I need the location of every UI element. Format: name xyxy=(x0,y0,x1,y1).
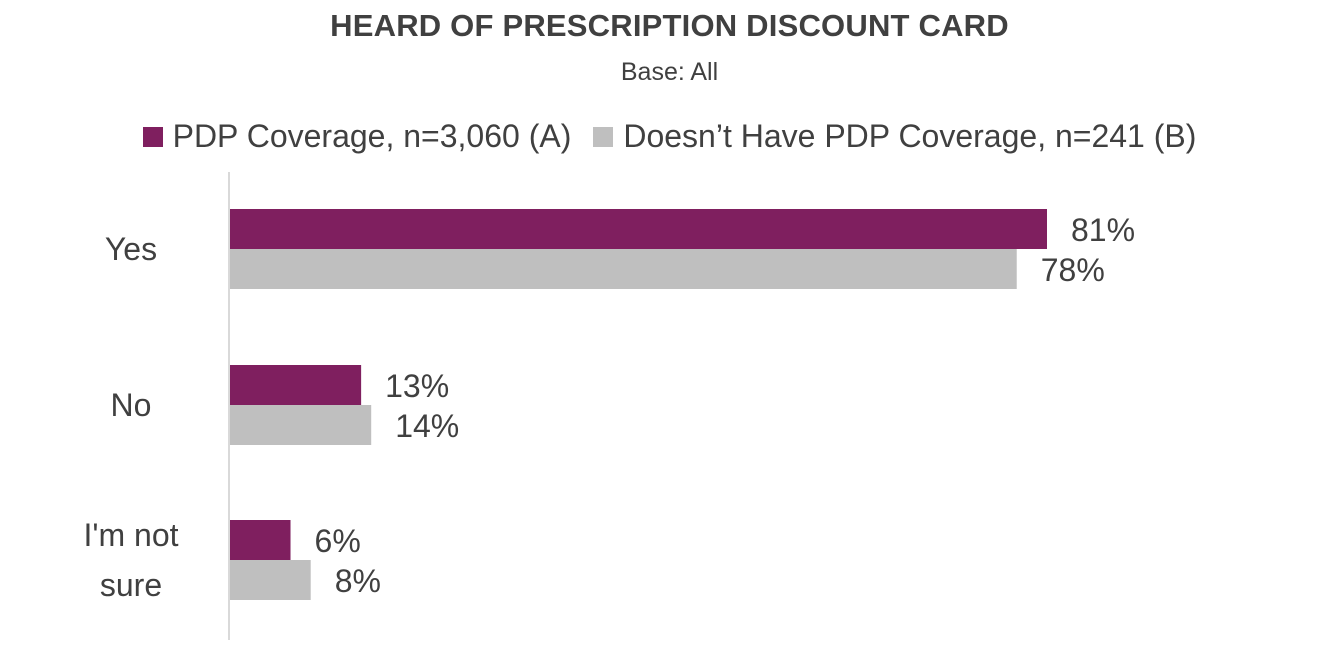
bar-series-a xyxy=(230,520,291,560)
bar-series-a xyxy=(230,209,1047,249)
category-label: No xyxy=(111,387,152,423)
legend-item-series-a: PDP Coverage, n=3,060 (A) xyxy=(142,118,572,155)
data-label: 13% xyxy=(385,368,449,404)
data-label: 6% xyxy=(315,523,361,559)
legend-item-series-b: Doesn’t Have PDP Coverage, n=241 (B) xyxy=(593,118,1196,155)
data-label: 81% xyxy=(1071,212,1135,248)
category-label: Yes xyxy=(105,231,157,267)
legend-label-series-a: PDP Coverage, n=3,060 (A) xyxy=(172,118,572,154)
bar-series-a xyxy=(230,365,362,405)
bar-series-b xyxy=(230,405,372,445)
legend-swatch-series-b xyxy=(593,126,614,147)
chart-subtitle: Base: All xyxy=(620,58,719,86)
bar-series-b xyxy=(230,560,311,600)
category-label: I'm not sure xyxy=(83,517,178,603)
legend-swatch-series-a xyxy=(142,126,163,147)
bar-series-b xyxy=(230,249,1017,289)
data-label: 8% xyxy=(335,563,381,599)
chart-title: HEARD OF PRESCRIPTION DISCOUNT CARD xyxy=(330,8,1009,43)
chart-legend: PDP Coverage, n=3,060 (A) Doesn’t Have P… xyxy=(0,118,1339,155)
data-label: 14% xyxy=(395,408,459,444)
legend-label-series-b: Doesn’t Have PDP Coverage, n=241 (B) xyxy=(623,118,1197,154)
data-label: 78% xyxy=(1041,252,1105,288)
